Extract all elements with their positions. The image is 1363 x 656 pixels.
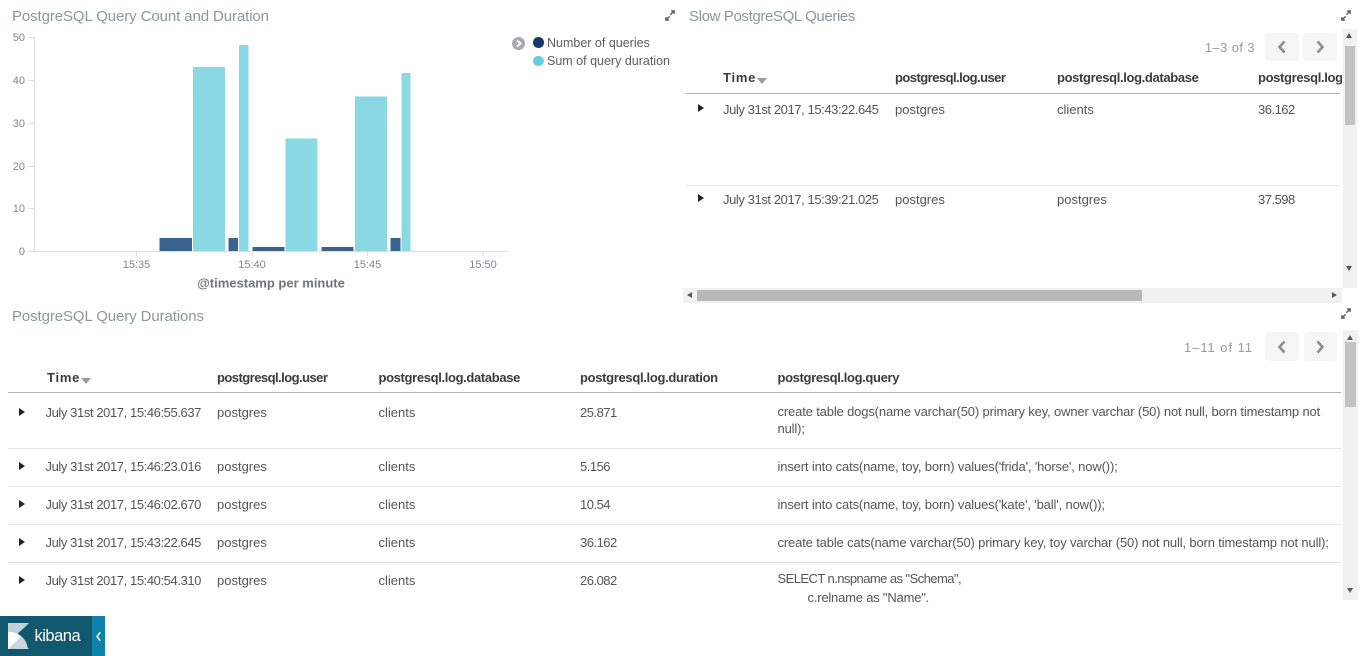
svg-text:10: 10 — [13, 203, 25, 215]
svg-text:@timestamp per minute: @timestamp per minute — [197, 276, 345, 291]
svg-text:50: 50 — [13, 32, 25, 44]
svg-text:15:35: 15:35 — [123, 259, 151, 271]
svg-text:15:45: 15:45 — [354, 259, 382, 271]
svg-text:20: 20 — [13, 161, 25, 173]
svg-text:15:40: 15:40 — [238, 259, 266, 271]
svg-text:0: 0 — [19, 246, 25, 258]
svg-text:15:50: 15:50 — [469, 259, 497, 271]
svg-text:30: 30 — [13, 118, 25, 130]
svg-text:40: 40 — [13, 75, 25, 87]
